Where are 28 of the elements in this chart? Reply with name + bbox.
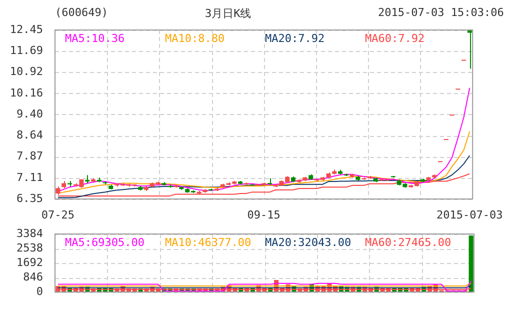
- y-tick-label: 11.69: [10, 44, 43, 57]
- x-tick-label: 2015-07-03: [436, 208, 503, 222]
- text: MA10:8.80: [165, 32, 226, 45]
- y-tick-label: 9.40: [16, 107, 43, 120]
- chart-title: (600649): [55, 6, 108, 19]
- x-tick-label: 07-25: [41, 208, 75, 222]
- y-tick-label: 7.11: [16, 170, 43, 184]
- text: MA20:32043.00: [265, 236, 352, 249]
- y-tick-label: 1692: [16, 256, 43, 269]
- y-tick-label: 6.35: [16, 192, 43, 205]
- text: 2015-07-03 15:03:06: [378, 6, 504, 19]
- y-tick-label: 846: [23, 270, 43, 284]
- y-tick-label: 10.16: [10, 86, 43, 100]
- x-tick-label: 09-15: [247, 208, 280, 222]
- text: MA20:7.92: [265, 32, 326, 45]
- text: MA60:27465.00: [365, 236, 452, 249]
- text: MA5:69305.00: [65, 236, 146, 249]
- text: MA10:46377.00: [165, 236, 252, 249]
- y-tick-label: 0: [36, 284, 43, 298]
- y-tick-label: 12.45: [10, 22, 43, 36]
- text: MA60:7.92: [365, 32, 426, 45]
- chart-subtitle: 3月日K线: [205, 6, 252, 21]
- y-tick-label: 10.92: [10, 65, 43, 78]
- y-tick-label: 3384: [16, 226, 44, 240]
- text: MA5:10.36: [65, 32, 126, 45]
- y-tick-label: 8.64: [16, 128, 44, 142]
- y-tick-label: 7.87: [16, 150, 43, 163]
- y-tick-label: 2538: [16, 241, 43, 254]
